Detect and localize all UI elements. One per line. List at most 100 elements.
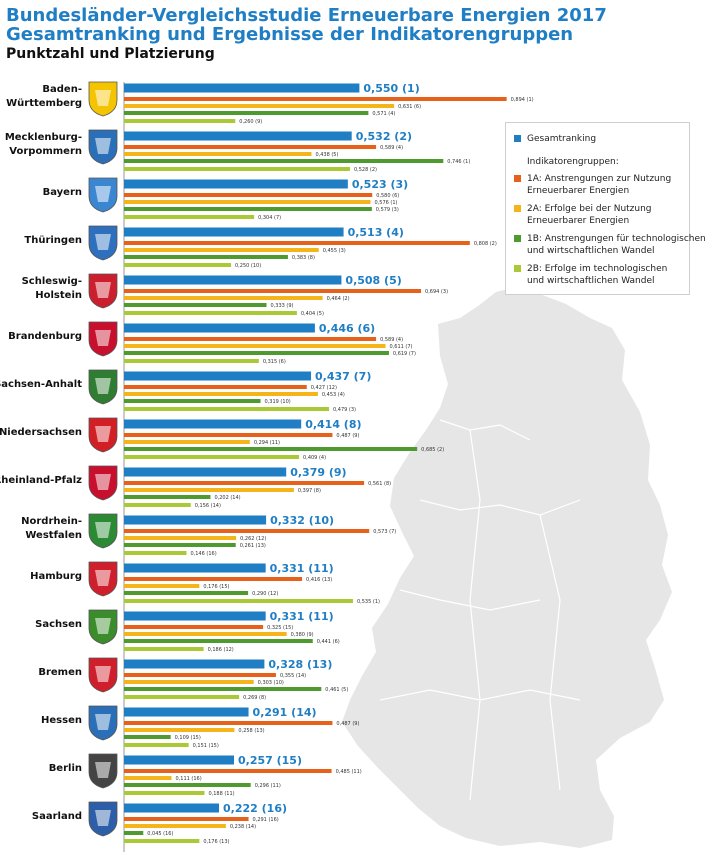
bar-1A-9: [124, 529, 370, 533]
bar-2A-0: [124, 104, 395, 108]
category-label-1: Mecklenburg-Vorpommern: [5, 132, 82, 157]
data-label-2A-0: 0,631 (6): [398, 104, 421, 110]
data-label-2B-3: 0,250 (10): [235, 263, 261, 269]
category-label-0: Baden-Württemberg: [6, 84, 82, 109]
data-label-1A-2: 0,580 (6): [376, 193, 399, 199]
bar-1A-5: [124, 337, 377, 341]
bar-1A-12: [124, 673, 276, 677]
data-label-2B-2: 0,304 (7): [258, 215, 281, 221]
category-label-11: Sachsen: [35, 619, 82, 630]
data-label-total-0: 0,550 (1): [363, 82, 419, 95]
bar-1A-0: [124, 97, 507, 101]
category-label-2: Bayern: [43, 187, 82, 198]
legend-label-1a: 1A: Anstrengungen zur Nutzung Erneuerbare…: [527, 174, 672, 196]
data-label-total-14: 0,257 (15): [238, 754, 302, 767]
data-label-2B-5: 0,315 (6): [263, 359, 286, 365]
bar-2A-12: [124, 680, 254, 684]
data-label-2A-2: 0,576 (1): [375, 200, 398, 206]
germany-map-silhouette: [342, 286, 672, 848]
bar-1A-13: [124, 721, 333, 725]
data-label-1B-4: 0,333 (9): [271, 303, 294, 309]
legend-label-2a: 2A: Erfolge bei der Nutzung Erneuerbarer …: [527, 204, 652, 226]
bar-total-7: [124, 419, 302, 429]
data-label-total-10: 0,331 (11): [270, 562, 334, 575]
data-label-1B-11: 0,441 (6): [317, 639, 340, 645]
bar-2B-1: [124, 167, 350, 171]
bar-2A-13: [124, 728, 235, 732]
data-label-1B-7: 0,685 (2): [421, 447, 444, 453]
bar-1B-12: [124, 687, 322, 691]
data-label-2A-8: 0,397 (8): [298, 488, 321, 494]
bar-1A-11: [124, 625, 264, 629]
data-label-2B-10: 0,535 (1): [357, 599, 380, 605]
bar-1A-2: [124, 193, 373, 197]
coat-of-arms-emblem-12: [95, 666, 111, 682]
data-label-2A-3: 0,455 (3): [323, 248, 346, 254]
data-label-2A-4: 0,464 (2): [327, 296, 350, 302]
legend-swatch-total: [514, 135, 521, 142]
data-label-1A-11: 0,325 (15): [267, 625, 293, 631]
chart-legend: Gesamtranking Indikatorengruppen: 1A: An…: [505, 122, 706, 295]
data-label-1B-3: 0,383 (8): [292, 255, 315, 261]
data-label-2A-12: 0,303 (10): [258, 680, 284, 686]
data-label-total-4: 0,508 (5): [345, 274, 401, 287]
coat-of-arms-emblem-15: [95, 810, 111, 826]
bar-1B-14: [124, 783, 251, 787]
bar-2A-4: [124, 296, 323, 300]
bar-2B-14: [124, 791, 205, 795]
bar-2B-6: [124, 407, 330, 411]
data-label-2B-11: 0,186 (12): [208, 647, 234, 653]
bar-1B-1: [124, 159, 444, 163]
data-label-1A-1: 0,589 (4): [380, 145, 403, 151]
legend-label-2b: 2B: Erfolge im technologischen und wirtsc…: [527, 264, 668, 286]
bar-2B-0: [124, 119, 236, 123]
data-label-2A-9: 0,262 (12): [240, 536, 266, 542]
data-label-2A-11: 0,380 (9): [291, 632, 314, 638]
bar-1B-10: [124, 591, 249, 595]
data-label-1A-8: 0,561 (8): [368, 481, 391, 487]
data-label-1B-2: 0,579 (3): [376, 207, 399, 213]
category-label-8: Rheinland-Pfalz: [0, 475, 82, 486]
legend-swatch-1a: [514, 175, 521, 182]
data-label-2B-0: 0,260 (9): [239, 119, 262, 125]
bar-total-4: [124, 275, 342, 285]
bar-total-11: [124, 611, 266, 621]
bar-1B-9: [124, 543, 236, 547]
coat-of-arms-emblem-3: [95, 234, 111, 250]
data-label-1B-12: 0,461 (5): [325, 687, 348, 693]
bar-total-3: [124, 227, 344, 237]
category-label-15: Saarland: [32, 811, 82, 822]
data-label-total-6: 0,437 (7): [315, 370, 371, 383]
data-label-1B-8: 0,202 (14): [214, 495, 240, 501]
data-label-1B-6: 0,319 (10): [265, 399, 291, 405]
data-label-2B-13: 0,151 (15): [193, 743, 219, 749]
data-label-2B-12: 0,269 (8): [243, 695, 266, 701]
legend-label-total: Gesamtranking: [527, 134, 597, 144]
data-label-total-8: 0,379 (9): [290, 466, 346, 479]
chart-title-line-2: Gesamtranking und Ergebnisse der Indikat…: [6, 24, 574, 45]
coat-of-arms-emblem-10: [95, 570, 111, 586]
chart-title: Bundesländer-Vergleichsstudie Erneuerbar…: [6, 5, 607, 26]
bar-2B-7: [124, 455, 300, 459]
bar-1A-8: [124, 481, 365, 485]
bar-2A-2: [124, 200, 371, 204]
bar-1A-10: [124, 577, 303, 581]
bar-total-2: [124, 179, 348, 189]
bar-total-5: [124, 323, 315, 333]
coat-of-arms-emblem-0: [95, 90, 111, 106]
bar-total-12: [124, 659, 265, 669]
category-label-12: Bremen: [38, 667, 82, 678]
data-label-1B-5: 0,619 (7): [393, 351, 416, 357]
bar-2A-3: [124, 248, 319, 252]
data-label-2A-7: 0,294 (11): [254, 440, 280, 446]
data-label-total-11: 0,331 (11): [270, 610, 334, 623]
bar-1A-15: [124, 817, 249, 821]
data-label-total-2: 0,523 (3): [352, 178, 408, 191]
bar-total-8: [124, 467, 287, 477]
data-label-2A-13: 0,258 (13): [238, 728, 264, 734]
data-label-total-15: 0,222 (16): [223, 802, 287, 815]
bar-2A-8: [124, 488, 294, 492]
bar-1B-7: [124, 447, 418, 451]
data-label-2A-1: 0,438 (5): [315, 152, 338, 158]
